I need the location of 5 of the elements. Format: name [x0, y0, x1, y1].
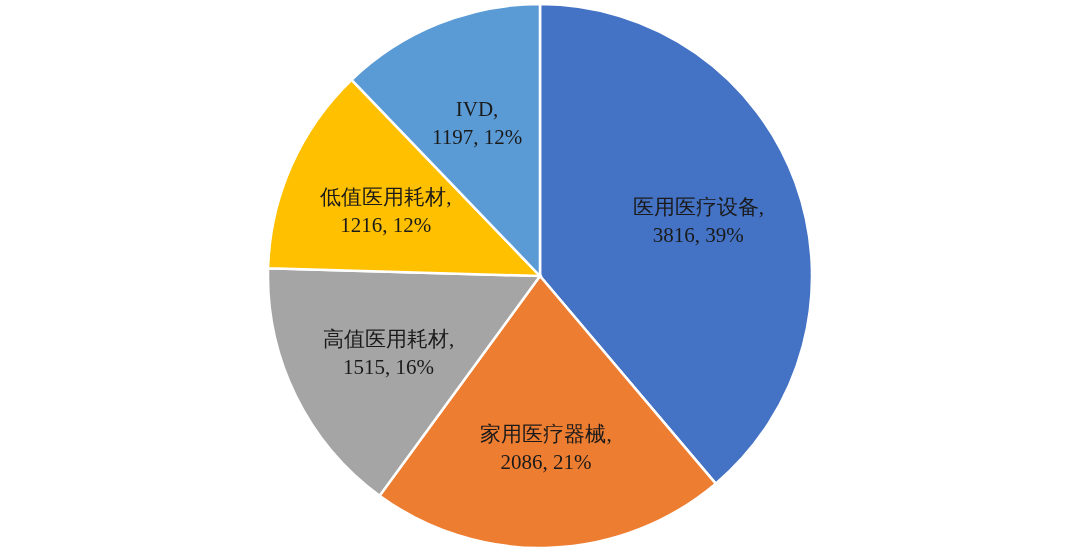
- slice-label: 医用医疗设备, 3816, 39%: [632, 194, 764, 247]
- slice-label: 家用医疗器械, 2086, 21%: [480, 421, 612, 474]
- slice-label: 低值医用耗材, 1216, 12%: [320, 184, 452, 237]
- slice-label: 高值医用耗材, 1515, 16%: [322, 327, 455, 380]
- slice-label: IVD, 1197, 12%: [431, 96, 523, 149]
